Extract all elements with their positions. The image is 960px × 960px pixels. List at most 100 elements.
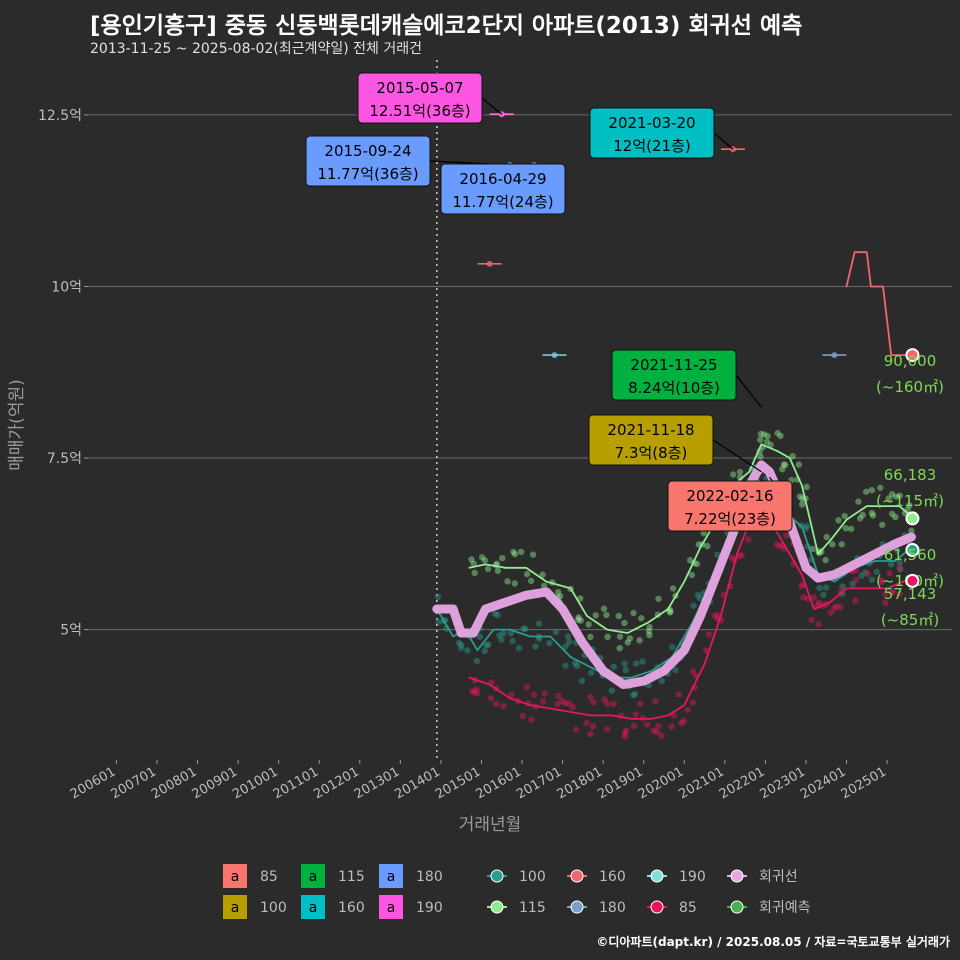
end-area-label: (~160㎡) <box>876 378 944 396</box>
trade-point <box>897 566 904 573</box>
trade-point <box>507 630 515 637</box>
trade-point <box>577 617 584 624</box>
x-tick-label: 201501 <box>433 764 483 802</box>
trade-point <box>557 593 564 600</box>
trade-point <box>869 512 877 519</box>
trade-point <box>457 644 465 652</box>
trade-point <box>631 690 639 698</box>
trade-point <box>886 570 893 577</box>
trade-point <box>764 432 771 440</box>
annotation-date: 2022-02-16 <box>686 487 773 505</box>
trade-point <box>815 599 822 606</box>
y-tick-label: 5억 <box>60 623 82 639</box>
end-value-label: 61,560 <box>884 546 937 564</box>
trade-point <box>476 633 484 640</box>
trade-point <box>700 529 707 537</box>
trade-point <box>589 723 597 730</box>
annotation-leader <box>713 132 734 150</box>
trade-point <box>515 644 523 652</box>
trade-point <box>757 436 764 443</box>
legend-dot <box>650 869 664 883</box>
trade-point <box>877 576 884 584</box>
x-tick-label: 202201 <box>717 764 767 802</box>
trade-point <box>604 633 611 641</box>
x-tick-label: 202301 <box>757 764 807 802</box>
annotation-date: 2021-03-20 <box>608 114 695 132</box>
trade-point <box>855 498 862 505</box>
trade-point <box>600 605 608 612</box>
annotation-box <box>440 163 566 215</box>
trade-point <box>820 591 827 599</box>
trade-point <box>633 660 640 667</box>
trade-point <box>839 583 846 590</box>
legend-label: 160 <box>338 900 365 916</box>
trade-point <box>562 662 569 669</box>
series-line-85 <box>468 512 913 720</box>
trade-point <box>889 588 896 595</box>
x-tick-label: 200801 <box>149 764 199 802</box>
trade-point <box>696 595 703 602</box>
trade-point <box>693 560 701 568</box>
trade-point <box>652 698 659 705</box>
trade-point <box>471 569 478 577</box>
trade-point <box>530 691 538 699</box>
trade-point <box>745 536 752 543</box>
end-point <box>905 543 920 557</box>
trade-point <box>603 611 610 619</box>
trade-point <box>833 603 840 610</box>
end-area-label: (~115㎡) <box>876 492 944 510</box>
trade-point <box>689 699 696 706</box>
trade-point <box>511 550 519 558</box>
annotation-leader <box>481 97 503 115</box>
trade-point <box>795 461 803 468</box>
trade-point <box>494 611 501 619</box>
trade-point <box>783 532 790 539</box>
legend-label: 115 <box>338 869 365 885</box>
legend-label: 85 <box>679 900 697 916</box>
x-tick-label: 200701 <box>108 764 158 802</box>
chart-subtitle: 2013-11-25 ~ 2025-08-02(최근계약일) 전체 거래건 <box>90 41 422 57</box>
legend-label: 115 <box>519 900 546 916</box>
trade-point <box>829 541 836 548</box>
trade-point <box>639 658 646 665</box>
legend-dot <box>570 900 584 914</box>
trade-point <box>838 541 845 548</box>
trade-point <box>810 594 817 601</box>
trade-point <box>587 730 594 738</box>
trade-point <box>585 621 592 628</box>
trade-point <box>694 591 702 599</box>
annotation-date: 2021-11-18 <box>607 421 694 439</box>
x-tick-label: 202501 <box>839 764 889 802</box>
trade-point <box>672 667 679 674</box>
x-tick-label: 200601 <box>68 764 118 802</box>
trade-point <box>590 699 597 706</box>
trade-point <box>714 551 721 558</box>
trade-point <box>468 556 475 563</box>
end-point <box>905 573 920 588</box>
trade-point <box>574 662 581 669</box>
trade-point <box>830 605 838 612</box>
legend-swatch <box>223 864 247 888</box>
x-tick-label: 202101 <box>676 764 726 802</box>
trade-point <box>894 547 901 554</box>
annotation-date: 2015-05-07 <box>376 79 463 97</box>
trade-point <box>658 732 665 739</box>
trade-point <box>837 603 844 611</box>
trade-point <box>621 660 628 667</box>
trade-point <box>760 431 768 438</box>
trade-point <box>896 564 903 572</box>
trade-point <box>666 609 674 616</box>
trade-point <box>686 557 694 564</box>
trade-point <box>587 633 594 641</box>
trade-point <box>458 641 465 648</box>
x-tick-label: 202401 <box>798 764 848 802</box>
annotation-date: 2021-11-25 <box>630 356 717 374</box>
trade-point <box>527 577 535 585</box>
x-tick-label: 201901 <box>595 764 645 802</box>
trade-point <box>852 576 860 584</box>
trade-point <box>667 608 674 615</box>
end-value-label: 90,000 <box>884 352 937 370</box>
trade-point <box>494 567 502 575</box>
trade-point <box>546 639 553 647</box>
trade-point <box>645 627 653 635</box>
